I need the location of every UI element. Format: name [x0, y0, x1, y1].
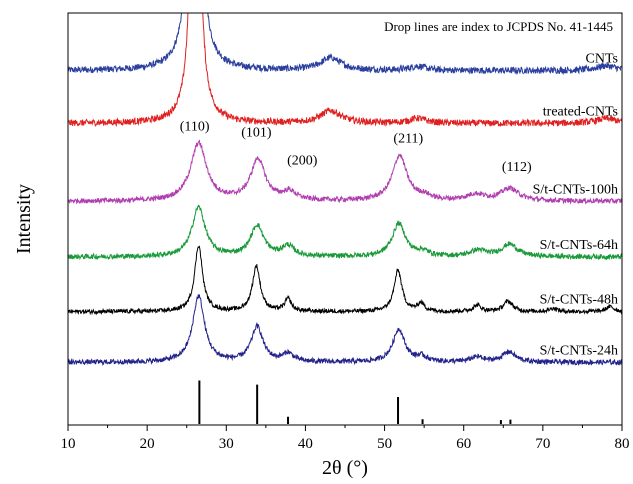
series-line-s-t-cnts-100h	[68, 139, 622, 205]
series-label-cnts: CNTs	[586, 52, 618, 67]
series-line-treated-cnts	[68, 13, 622, 128]
y-axis-title: Intensity	[13, 184, 35, 254]
peak-label: (200)	[287, 154, 318, 169]
x-tick-label: 10	[61, 436, 76, 452]
x-tick-label: 20	[140, 436, 155, 452]
peak-label: (110)	[180, 119, 210, 134]
series-label-s-t-cnts-100h: S/t-CNTs-100h	[533, 182, 618, 197]
series-label-s-t-cnts-64h: S/t-CNTs-64h	[540, 238, 618, 253]
series-line-s-t-cnts-48h	[68, 245, 622, 316]
peak-label: (112)	[502, 160, 532, 175]
peak-label: (211)	[393, 131, 423, 146]
x-tick-label: 60	[456, 436, 471, 452]
x-axis-ticks: 10 20 30 40 50 60 70 80	[61, 425, 630, 452]
x-tick-label: 50	[377, 436, 392, 452]
x-tick-label: 30	[219, 436, 234, 452]
x-tick-label: 70	[535, 436, 550, 452]
peak-label: (101)	[241, 126, 272, 141]
x-tick-label: 80	[615, 436, 630, 452]
series-label-s-t-cnts-24h: S/t-CNTs-24h	[540, 343, 618, 358]
x-tick-label: 40	[298, 436, 313, 452]
drop-lines	[198, 380, 512, 424]
series-label-s-t-cnts-48h: S/t-CNTs-48h	[540, 293, 618, 308]
series-line-s-t-cnts-64h	[68, 204, 622, 261]
series-label-treated-cnts: treated-CNTs	[543, 104, 618, 119]
series-line-s-t-cnts-24h	[68, 294, 622, 367]
labels: CNTs treated-CNTs S/t-CNTs-100h S/t-CNTs-64…	[180, 52, 618, 359]
index-annotation: Drop lines are index to JCPDS No. 41-144…	[384, 19, 613, 34]
series-line-cnts	[68, 13, 622, 76]
series-layer	[68, 13, 622, 367]
x-axis-title: 2θ (°)	[322, 457, 368, 479]
